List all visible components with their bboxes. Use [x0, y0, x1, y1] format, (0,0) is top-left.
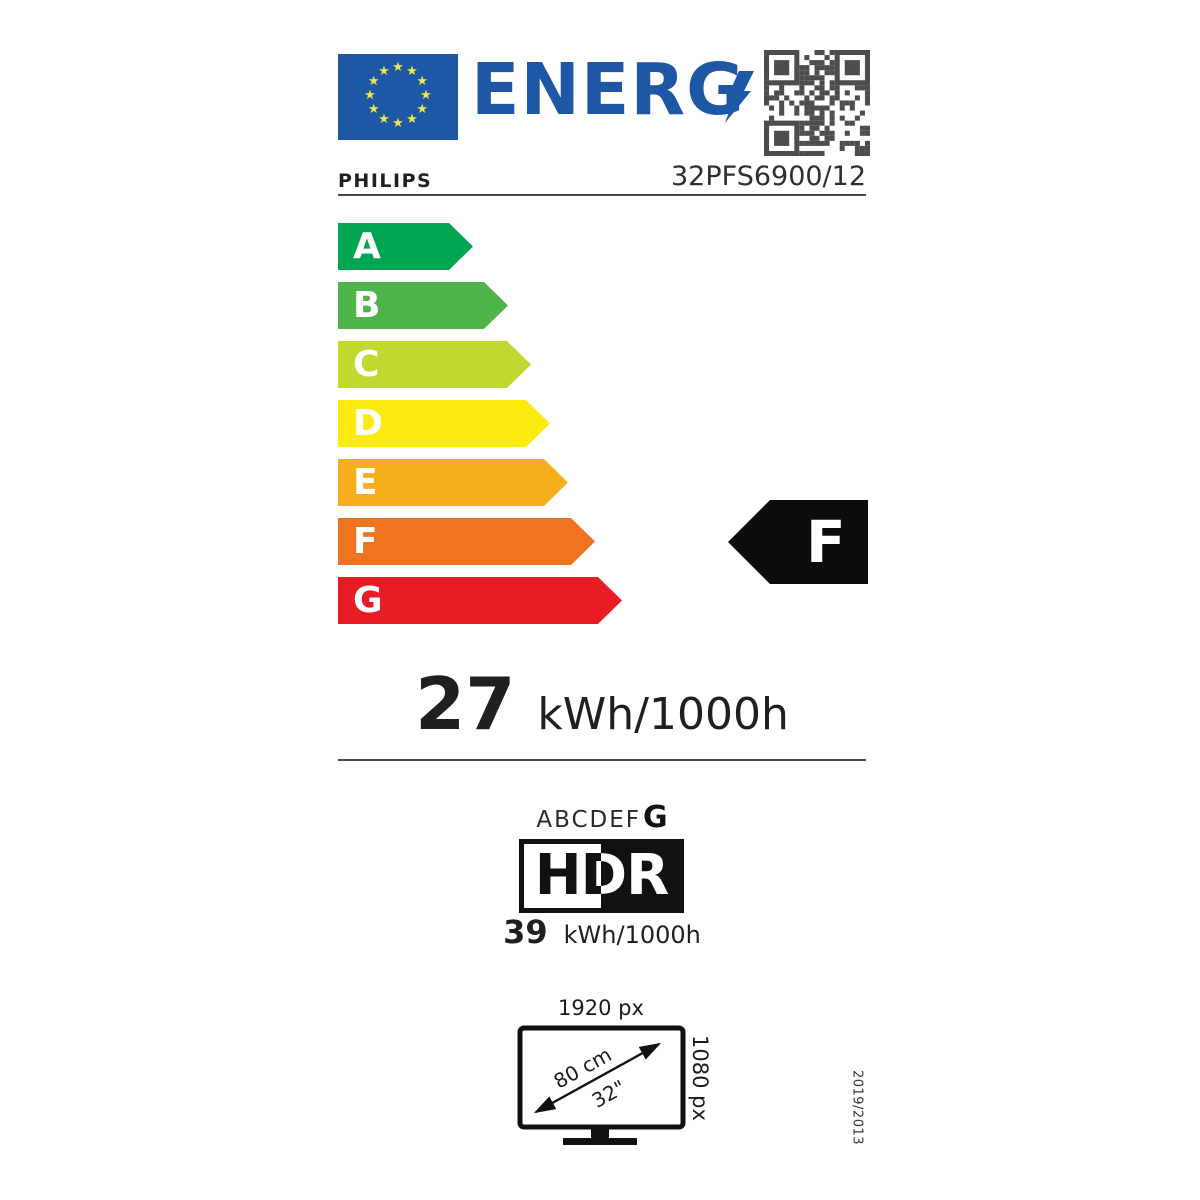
divider-middle	[338, 759, 866, 761]
class-arrow-f: F	[338, 518, 595, 565]
class-letter: E	[353, 461, 378, 503]
brand-name: PHILIPS	[338, 170, 433, 192]
eu-star-icon: ★	[392, 116, 404, 131]
class-arrow-g: G	[338, 577, 622, 624]
class-arrow-c: C	[338, 341, 531, 388]
energy-class-scale: A B C D E F G	[338, 223, 622, 636]
eu-star-icon: ★	[416, 74, 429, 89]
tv-stand-base	[563, 1138, 637, 1145]
hdr-logo-text: HDR	[601, 843, 669, 908]
eu-star-icon: ★	[378, 63, 390, 79]
eu-star-icon: ★	[378, 112, 390, 128]
hdr-unit: kWh/1000h	[563, 921, 701, 949]
class-arrow-b: B	[338, 282, 508, 329]
eu-star-icon: ★	[367, 102, 380, 117]
hdr-value: 39	[503, 913, 548, 951]
class-arrow-a: A	[338, 223, 473, 270]
hdr-scale-letters: ABCDEF	[536, 807, 641, 833]
hdr-logo-left: HDR	[519, 839, 601, 913]
hdr-logo: HDR HDR	[519, 839, 684, 913]
model-number: 32PFS6900/12	[671, 161, 866, 192]
hdr-scale-row: ABCDEF G	[338, 800, 866, 835]
screen-width-label: 1920 px	[558, 996, 644, 1020]
class-letter: C	[353, 343, 380, 385]
sdr-unit: kWh/1000h	[537, 689, 789, 740]
rating-letter: F	[806, 508, 846, 576]
hdr-logo-text: HDR	[534, 843, 601, 908]
energ-wordmark: ENERG	[471, 48, 746, 131]
class-letter: A	[353, 225, 381, 267]
eu-flag-icon: ★ ★ ★ ★ ★ ★ ★ ★ ★ ★ ★ ★	[338, 54, 458, 140]
eu-star-icon: ★	[364, 88, 376, 103]
sdr-consumption: 27 kWh/1000h	[338, 668, 866, 740]
eu-star-icon: ★	[406, 112, 418, 128]
eu-star-icon: ★	[367, 74, 380, 89]
diagonal-arrow-icon	[533, 1042, 662, 1114]
lightning-bolt-icon	[725, 71, 754, 123]
regulation-number: 2019/2013	[849, 1069, 865, 1146]
eu-star-icon: ★	[420, 88, 432, 103]
tv-screen-diagram: 1920 px 80 cm 32" 1080 px	[517, 996, 712, 1145]
class-arrow-e: E	[338, 459, 568, 506]
brand-row: PHILIPS 32PFS6900/12	[338, 160, 866, 192]
class-letter: B	[353, 284, 381, 326]
class-letter: D	[353, 402, 383, 444]
hdr-scale-max: G	[643, 800, 668, 835]
divider-top	[338, 194, 866, 196]
eu-star-icon: ★	[392, 60, 404, 75]
rating-arrow: F	[728, 500, 868, 584]
hdr-consumption: 39 kWh/1000h	[338, 916, 866, 948]
sdr-value: 27	[415, 662, 516, 746]
class-arrow-d: D	[338, 400, 550, 447]
qr-code-icon	[764, 50, 870, 156]
hdr-logo-right: HDR	[601, 839, 684, 913]
eu-star-icon: ★	[416, 102, 429, 117]
screen-height-label: 1080 px	[688, 1035, 712, 1121]
class-letter: G	[353, 579, 383, 621]
eu-star-icon: ★	[406, 63, 418, 79]
class-letter: F	[353, 520, 378, 562]
tv-stand-neck	[591, 1129, 609, 1139]
